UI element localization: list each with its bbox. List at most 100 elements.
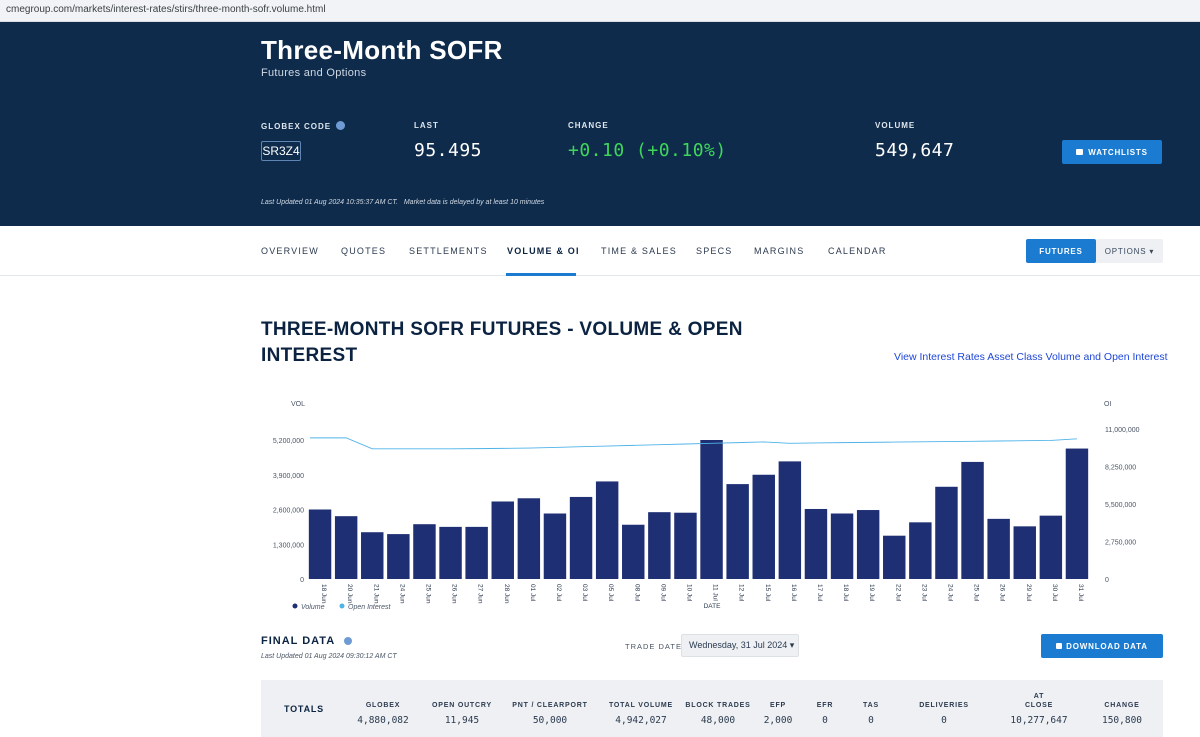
y-left-tick-label: 1,300,000 [273,542,304,549]
volume-bar [648,512,671,579]
y-right-tick-label: 11,000,000 [1105,427,1140,434]
address-bar[interactable]: cmegroup.com/markets/interest-rates/stir… [0,0,1200,22]
active-tab-indicator [506,273,576,276]
volume-bar [1039,515,1063,579]
column-header: GLOBEX [365,702,401,709]
trade-date-value: Wednesday, 31 Jul 2024 [689,640,788,650]
volume-bar [517,498,541,579]
volume-bar [622,524,645,579]
download-data-button[interactable]: DOWNLOAD DATA [1041,634,1163,658]
y-left-tick-label: 5,200,000 [273,438,304,445]
column-value: 10,277,647 [1010,715,1068,726]
column-value: 50,000 [532,715,568,726]
x-tick-label: 28 Jun [503,584,510,604]
info-icon[interactable] [336,121,346,130]
futures-toggle[interactable]: FUTURES [1026,239,1096,263]
tab-overview[interactable]: OVERVIEW [261,246,319,256]
y-axis-left-title: VOL [291,401,305,408]
y-right-tick-label: 5,500,000 [1105,502,1136,509]
column-value: 48,000 [700,715,736,726]
totals-column: BLOCK TRADES 48,000 [673,692,763,726]
last-label: LAST [414,121,439,130]
column-value: 2,000 [763,715,793,726]
url-text[interactable]: cmegroup.com/markets/interest-rates/stir… [6,4,326,15]
options-dropdown[interactable]: OPTIONS ▾ [1096,239,1163,263]
volume-bar [752,474,775,579]
volume-bar [308,509,332,579]
tab-settlements[interactable]: SETTLEMENTS [409,246,488,256]
x-tick-label: 30 Jul [1051,584,1058,602]
column-header: PNT / CLEARPORT [512,702,588,709]
totals-column: EFR 0 [780,692,870,726]
x-tick-label: 24 Jul [946,584,953,602]
x-tick-label: 25 Jun [424,584,431,604]
watchlists-label: WATCHLISTS [1088,147,1148,157]
watchlists-button[interactable]: WATCHLISTS [1062,140,1162,164]
totals-label: TOTALS [284,704,324,714]
tab-quotes[interactable]: QUOTES [341,246,387,256]
trade-date-select[interactable]: Wednesday, 31 Jul 2024 ▾ [681,634,799,657]
trade-date-label: TRADE DATE [625,642,682,651]
asset-class-link[interactable]: View Interest Rates Asset Class Volume a… [894,351,1168,363]
section-title: THREE-MONTH SOFR FUTURES - VOLUME & OPEN… [261,319,743,366]
header-updated-time: Last Updated 01 Aug 2024 10:35:37 AM CT. [261,199,398,206]
x-tick-label: 16 Jul [790,584,797,602]
legend-oi-marker [339,603,345,609]
y-right-tick-label: 2,750,000 [1105,540,1136,547]
options-label: OPTIONS [1104,246,1147,256]
volume-bar [569,496,593,579]
legend-volume-label: Volume [301,604,325,611]
briefcase-icon [1076,148,1084,155]
x-tick-label: 31 Jul [1077,584,1084,602]
download-label: DOWNLOAD DATA [1066,641,1148,651]
tab-time-sales[interactable]: TIME & SALES [601,246,677,256]
tab-margins[interactable]: MARGINS [754,246,805,256]
tab-specs[interactable]: SPECS [696,246,733,256]
column-header: TOTAL VOLUME [608,702,674,709]
volume-bar [361,532,384,579]
column-header: EFP [769,702,786,709]
totals-column: GLOBEX 4,880,082 [338,692,428,726]
x-tick-label: 05 Jul [607,584,614,602]
column-header: OPEN OUTCRY [432,702,492,709]
volume-bar [387,534,410,579]
column-header: EFR [816,702,834,709]
column-value: 4,942,027 [615,715,667,726]
caret-down-icon: ▾ [789,640,795,650]
globex-code-label: GLOBEX CODE [261,121,346,131]
tab-calendar[interactable]: CALENDAR [828,246,887,256]
x-tick-label: 11 Jul [712,584,719,601]
volume-bar [334,516,358,579]
volume-bar [987,518,1010,579]
totals-column: EFP 2,000 [733,692,823,726]
x-tick-label: 09 Jul [659,584,666,602]
volume-bar [1013,526,1036,579]
globex-code-selector[interactable]: SR3Z4 [261,141,301,161]
volume-bar [1065,448,1089,579]
x-tick-label: 26 Jun [451,584,458,604]
column-header: CHANGE [1104,702,1140,709]
x-tick-label: 02 Jul [555,584,562,602]
totals-column: CHANGE 150,800 [1077,692,1167,726]
column-value: 0 [868,715,874,726]
column-value: 0 [822,715,828,726]
column-header: TAS [863,702,879,709]
info-icon[interactable] [343,637,352,645]
final-data-updated: Last Updated 01 Aug 2024 09:30:12 AM CT [261,653,397,660]
column-header: DELIVERIES [919,702,969,709]
last-price: 95.495 [414,140,483,161]
volume-bar [726,484,749,579]
x-tick-label: 08 Jul [633,584,640,602]
product-header: Three-Month SOFR Futures and Options GLO… [0,22,1200,226]
lock-icon [1056,642,1063,649]
x-tick-label: 10 Jul [685,584,692,602]
totals-column: PNT / CLEARPORT 50,000 [505,692,595,726]
volume-bar [595,481,619,579]
volume-bar [491,501,514,579]
caret-down-icon: ▾ [1149,246,1155,256]
y-right-tick-label: 0 [1105,577,1109,584]
y-left-tick-label: 0 [300,577,304,584]
x-tick-label: 20 Jun [346,584,353,604]
volume-bar [700,440,723,579]
tab-volume-oi[interactable]: VOLUME & OI [507,246,580,256]
